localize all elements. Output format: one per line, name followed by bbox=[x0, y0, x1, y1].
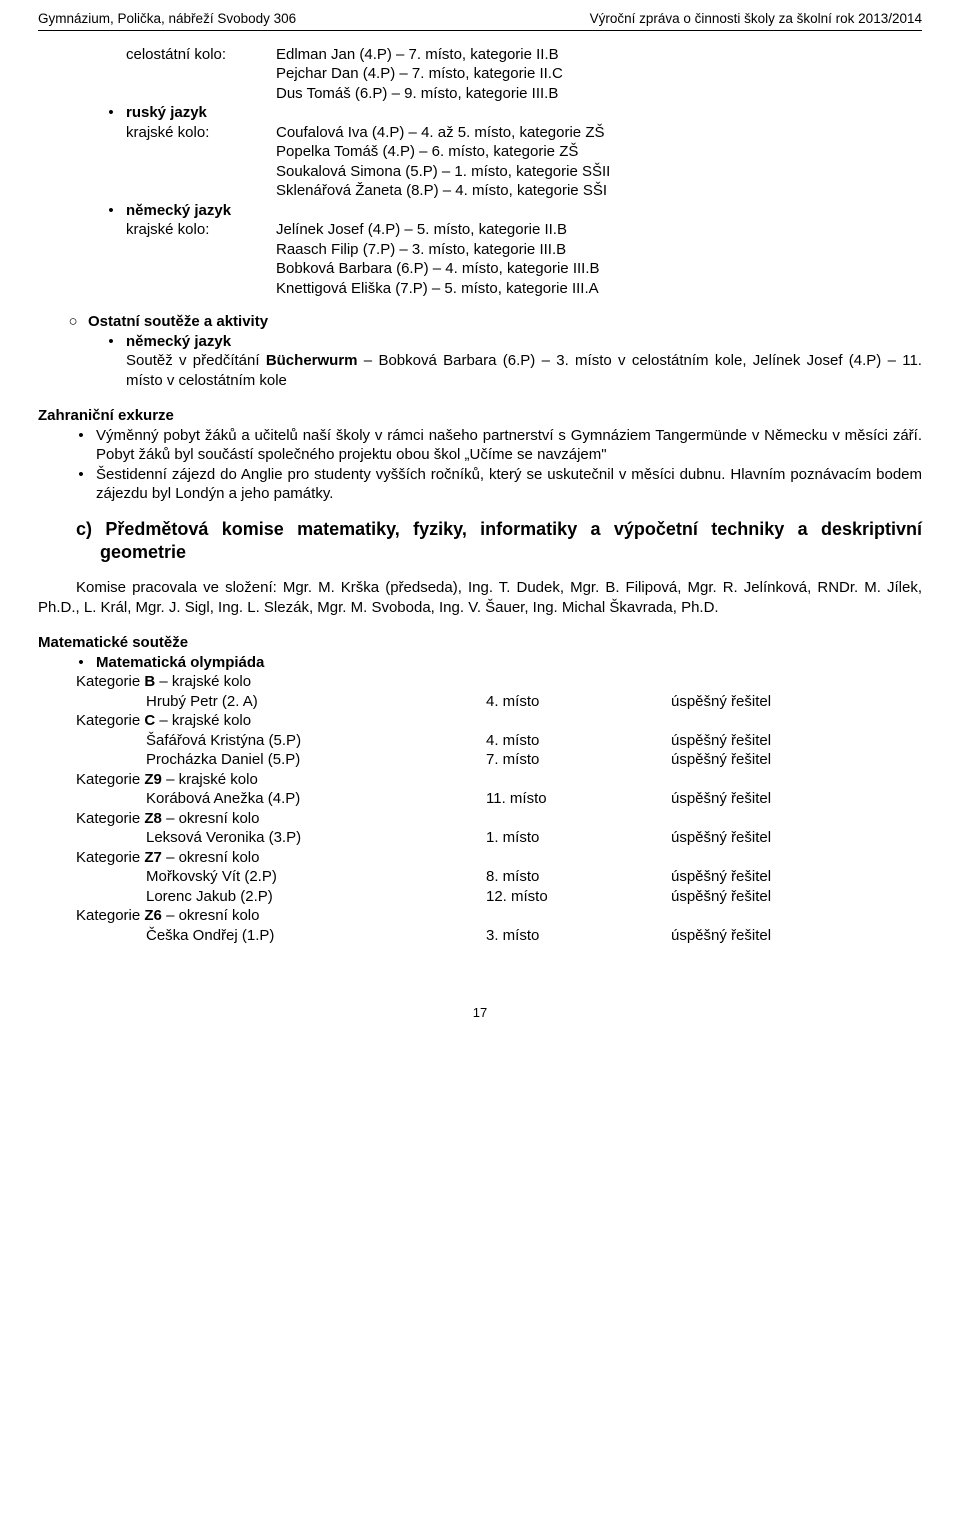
cel-value-3: Dus Tomáš (6.P) – 9. místo, kategorie II… bbox=[276, 84, 922, 104]
kat-z9-header: Kategorie Z9 – krajské kolo bbox=[76, 770, 922, 790]
rusky-line2: Popelka Tomáš (4.P) – 6. místo, kategori… bbox=[126, 142, 922, 162]
page-number: 17 bbox=[38, 1005, 922, 1022]
bullet-icon: • bbox=[96, 332, 126, 352]
cell-place: 7. místo bbox=[486, 750, 671, 770]
exkurze-b2: • Šestidenní zájezd do Anglie pro studen… bbox=[66, 465, 922, 504]
ostatni-text: Soutěž v předčítání Bücherwurm – Bobková… bbox=[126, 351, 922, 390]
header-left: Gymnázium, Polička, nábřeží Svobody 306 bbox=[38, 10, 296, 28]
komise-para: Komise pracovala ve složení: Mgr. M. Krš… bbox=[38, 578, 922, 617]
bullet-icon: • bbox=[66, 653, 96, 673]
cell-name: Hrubý Petr (2. A) bbox=[146, 692, 486, 712]
cell-place: 3. místo bbox=[486, 926, 671, 946]
header-rule bbox=[38, 30, 922, 31]
cell-name: Korábová Anežka (4.P) bbox=[146, 789, 486, 809]
cell-name: Lorenc Jakub (2.P) bbox=[146, 887, 486, 907]
label-krajske: krajské kolo: bbox=[126, 123, 276, 143]
row-z8-1: Leksová Veronika (3.P) 1. místo úspěšný … bbox=[146, 828, 922, 848]
cell-result: úspěšný řešitel bbox=[671, 692, 922, 712]
nemecky-line1: krajské kolo: Jelínek Josef (4.P) – 5. m… bbox=[126, 220, 922, 240]
kat-b-header: Kategorie B – krajské kolo bbox=[76, 672, 922, 692]
section-c-title: c) Předmětová komise matematiky, fyziky,… bbox=[76, 518, 922, 565]
ostatni-title: Ostatní soutěže a aktivity bbox=[88, 312, 268, 332]
ru-value-1: Coufalová Iva (4.P) – 4. až 5. místo, ka… bbox=[276, 123, 922, 143]
exkurze-title: Zahraniční exkurze bbox=[38, 406, 922, 426]
cell-place: 4. místo bbox=[486, 731, 671, 751]
cell-place: 1. místo bbox=[486, 828, 671, 848]
row-c-1: Šafářová Kristýna (5.P) 4. místo úspěšný… bbox=[146, 731, 922, 751]
celostatni-line1: celostátní kolo: Edlman Jan (4.P) – 7. m… bbox=[126, 45, 922, 65]
label-celostatni: celostátní kolo: bbox=[126, 45, 276, 65]
circle-icon: ○ bbox=[58, 312, 88, 332]
header-right: Výroční zpráva o činnosti školy za školn… bbox=[590, 10, 922, 28]
row-z7-2: Lorenc Jakub (2.P) 12. místo úspěšný řeš… bbox=[146, 887, 922, 907]
exkurze-text-1: Výměnný pobyt žáků a učitelů naší školy … bbox=[96, 426, 922, 465]
cell-place: 8. místo bbox=[486, 867, 671, 887]
ru-value-2: Popelka Tomáš (4.P) – 6. místo, kategori… bbox=[276, 142, 922, 162]
kat-c-header: Kategorie C – krajské kolo bbox=[76, 711, 922, 731]
cell-name: Leksová Veronika (3.P) bbox=[146, 828, 486, 848]
cell-name: Češka Ondřej (1.P) bbox=[146, 926, 486, 946]
nemecky-label: německý jazyk bbox=[126, 201, 231, 221]
bullet-olymp: • Matematická olympiáda bbox=[66, 653, 922, 673]
row-z9-1: Korábová Anežka (4.P) 11. místo úspěšný … bbox=[146, 789, 922, 809]
cell-result: úspěšný řešitel bbox=[671, 926, 922, 946]
cell-place: 12. místo bbox=[486, 887, 671, 907]
cell-name: Šafářová Kristýna (5.P) bbox=[146, 731, 486, 751]
cel-value-1: Edlman Jan (4.P) – 7. místo, kategorie I… bbox=[276, 45, 922, 65]
cell-result: úspěšný řešitel bbox=[671, 750, 922, 770]
bullet-icon: • bbox=[96, 103, 126, 123]
bullet-ostatni-nemecky: • německý jazyk bbox=[96, 332, 922, 352]
bullet-rusky: • ruský jazyk bbox=[96, 103, 922, 123]
ne-value-4: Knettigová Eliška (7.P) – 5. místo, kate… bbox=[276, 279, 922, 299]
cell-result: úspěšný řešitel bbox=[671, 887, 922, 907]
cell-result: úspěšný řešitel bbox=[671, 867, 922, 887]
cell-result: úspěšný řešitel bbox=[671, 828, 922, 848]
cell-name: Procházka Daniel (5.P) bbox=[146, 750, 486, 770]
ostatni-nemecky: německý jazyk bbox=[126, 332, 231, 352]
bullet-nemecky: • německý jazyk bbox=[96, 201, 922, 221]
ru-value-3: Soukalová Simona (5.P) – 1. místo, kateg… bbox=[276, 162, 922, 182]
row-b-1: Hrubý Petr (2. A) 4. místo úspěšný řešit… bbox=[146, 692, 922, 712]
bullet-icon: • bbox=[66, 465, 96, 504]
nemecky-line3: Bobková Barbara (6.P) – 4. místo, katego… bbox=[126, 259, 922, 279]
ostatni-b: Bücherwurm bbox=[266, 352, 358, 369]
page-header: Gymnázium, Polička, nábřeží Svobody 306 … bbox=[38, 10, 922, 28]
row-c-2: Procházka Daniel (5.P) 7. místo úspěšný … bbox=[146, 750, 922, 770]
math-title: Matematické soutěže bbox=[38, 633, 922, 653]
cell-result: úspěšný řešitel bbox=[671, 789, 922, 809]
celostatni-line2: Pejchar Dan (4.P) – 7. místo, kategorie … bbox=[126, 64, 922, 84]
kat-z6-header: Kategorie Z6 – okresní kolo bbox=[76, 906, 922, 926]
bullet-icon: • bbox=[66, 426, 96, 465]
nemecky-line4: Knettigová Eliška (7.P) – 5. místo, kate… bbox=[126, 279, 922, 299]
cell-place: 11. místo bbox=[486, 789, 671, 809]
row-z6-1: Češka Ondřej (1.P) 3. místo úspěšný řeši… bbox=[146, 926, 922, 946]
rusky-label: ruský jazyk bbox=[126, 103, 207, 123]
bullet-ostatni: ○ Ostatní soutěže a aktivity bbox=[58, 312, 922, 332]
nemecky-line2: Raasch Filip (7.P) – 3. místo, kategorie… bbox=[126, 240, 922, 260]
cell-name: Mořkovský Vít (2.P) bbox=[146, 867, 486, 887]
exkurze-b1: • Výměnný pobyt žáků a učitelů naší škol… bbox=[66, 426, 922, 465]
row-z7-1: Mořkovský Vít (2.P) 8. místo úspěšný řeš… bbox=[146, 867, 922, 887]
ne-value-1: Jelínek Josef (4.P) – 5. místo, kategori… bbox=[276, 220, 922, 240]
celostatni-line3: Dus Tomáš (6.P) – 9. místo, kategorie II… bbox=[126, 84, 922, 104]
label-krajske-2: krajské kolo: bbox=[126, 220, 276, 240]
olymp-label: Matematická olympiáda bbox=[96, 653, 264, 673]
exkurze-text-2: Šestidenní zájezd do Anglie pro studenty… bbox=[96, 465, 922, 504]
rusky-line3: Soukalová Simona (5.P) – 1. místo, kateg… bbox=[126, 162, 922, 182]
ostatni-t1: Soutěž v předčítání bbox=[126, 352, 266, 369]
ne-value-2: Raasch Filip (7.P) – 3. místo, kategorie… bbox=[276, 240, 922, 260]
kat-z8-header: Kategorie Z8 – okresní kolo bbox=[76, 809, 922, 829]
rusky-line4: Sklenářová Žaneta (8.P) – 4. místo, kate… bbox=[126, 181, 922, 201]
cel-value-2: Pejchar Dan (4.P) – 7. místo, kategorie … bbox=[276, 64, 922, 84]
ne-value-3: Bobková Barbara (6.P) – 4. místo, katego… bbox=[276, 259, 922, 279]
ru-value-4: Sklenářová Žaneta (8.P) – 4. místo, kate… bbox=[276, 181, 922, 201]
cell-result: úspěšný řešitel bbox=[671, 731, 922, 751]
kat-z7-header: Kategorie Z7 – okresní kolo bbox=[76, 848, 922, 868]
cell-place: 4. místo bbox=[486, 692, 671, 712]
bullet-icon: • bbox=[96, 201, 126, 221]
rusky-line1: krajské kolo: Coufalová Iva (4.P) – 4. a… bbox=[126, 123, 922, 143]
